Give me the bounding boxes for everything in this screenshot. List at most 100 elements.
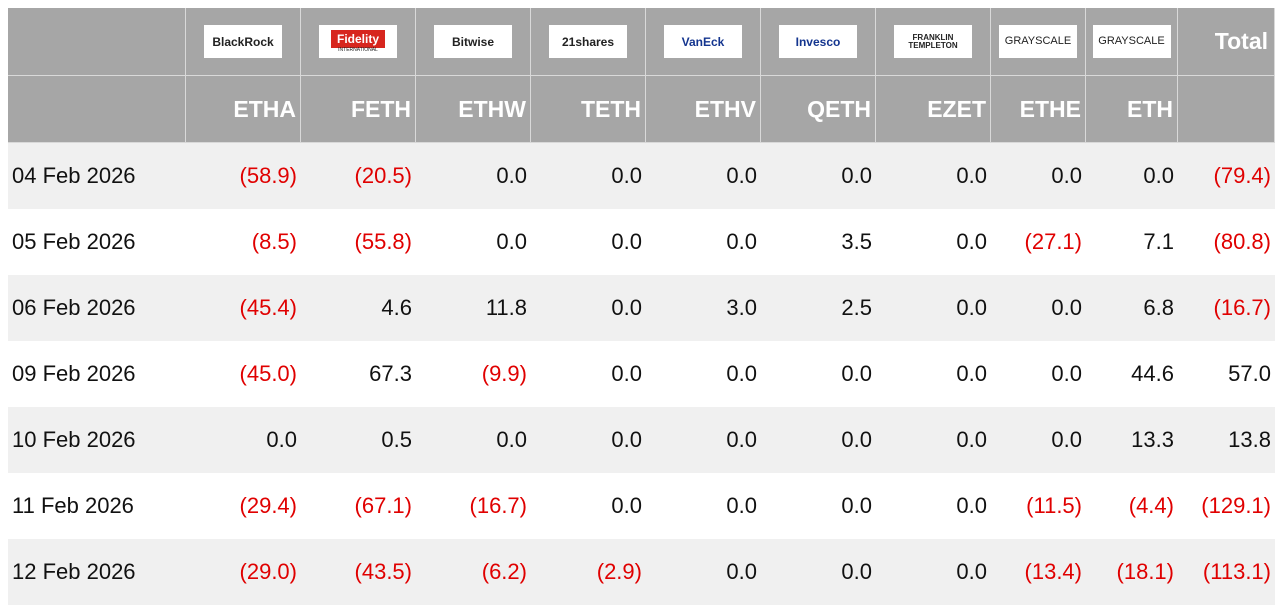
logo-cell: GRAYSCALE — [1086, 8, 1178, 76]
value-cell: (9.9) — [481, 361, 527, 386]
value-cell: (2.9) — [596, 559, 642, 584]
logo-sub: INTERNATIONAL — [338, 47, 378, 53]
value-cell: 0.0 — [611, 295, 642, 320]
value-cell: 0.0 — [611, 493, 642, 518]
value-cell: 0.0 — [1051, 163, 1082, 188]
value-cell: (8.5) — [251, 229, 297, 254]
value-cell: 0.0 — [726, 559, 757, 584]
ticker: ETHE — [991, 76, 1086, 143]
table-row — [8, 275, 1275, 341]
table-row — [8, 473, 1275, 539]
ticker: FETH — [301, 76, 416, 143]
value-cell: (129.1) — [1201, 493, 1271, 518]
value-cell: 0.0 — [841, 361, 872, 386]
value-cell: (6.2) — [481, 559, 527, 584]
logo-cell: 21shares — [531, 8, 646, 76]
value-cell: (16.7) — [469, 493, 527, 518]
logo-name: Bitwise — [451, 34, 494, 49]
table-row — [8, 539, 1275, 605]
value-cell: 0.0 — [1143, 163, 1174, 188]
value-cell: 0.0 — [841, 493, 872, 518]
value-cell: (18.1) — [1116, 559, 1174, 584]
value-cell: (80.8) — [1213, 229, 1271, 254]
value-cell: (4.4) — [1128, 493, 1174, 518]
ticker: ETH — [1086, 76, 1178, 143]
value-cell: 0.0 — [956, 559, 987, 584]
value-cell: 0.0 — [956, 295, 987, 320]
value-cell: (45.4) — [239, 295, 297, 320]
logo-name: GRAYSCALE — [1098, 35, 1165, 47]
value-cell: 11.8 — [485, 295, 527, 320]
value-cell: 44.6 — [1131, 361, 1174, 386]
ticker: EZET — [876, 76, 991, 143]
logo: Invesco — [779, 25, 857, 58]
logo: BlackRock — [204, 25, 282, 58]
value-cell: 0.0 — [611, 229, 642, 254]
value-cell: 0.0 — [266, 427, 297, 452]
value-cell: 57.0 — [1228, 361, 1271, 386]
value-cell: (29.0) — [239, 559, 297, 584]
logo-cell: BlackRock — [186, 8, 301, 76]
ticker: ETHW — [416, 76, 531, 143]
ticker: ETHA — [186, 76, 301, 143]
logo: Bitwise — [434, 25, 512, 58]
logo-cell: GRAYSCALE — [991, 8, 1086, 76]
ticker: ETHV — [646, 76, 761, 143]
value-cell: 0.0 — [956, 229, 987, 254]
value-cell: 0.0 — [956, 361, 987, 386]
date-cell: 11 Feb 2026 — [12, 493, 134, 518]
value-cell: 3.5 — [841, 229, 872, 254]
value-cell: (67.1) — [354, 493, 412, 518]
header-blank — [1178, 76, 1275, 143]
logo-cell: VanEck — [646, 8, 761, 76]
value-cell: 4.6 — [381, 295, 412, 320]
date-cell: 12 Feb 2026 — [12, 559, 136, 584]
value-cell: 0.0 — [496, 229, 527, 254]
value-cell: 0.0 — [496, 163, 527, 188]
table-row — [8, 209, 1275, 275]
value-cell: (55.8) — [354, 229, 412, 254]
value-cell: (43.5) — [354, 559, 412, 584]
value-cell: 0.0 — [956, 493, 987, 518]
value-cell: 0.0 — [956, 427, 987, 452]
value-cell: 0.0 — [726, 229, 757, 254]
logo-name: BlackRock — [212, 34, 274, 49]
logo-name: Fidelity — [330, 30, 385, 48]
value-cell: 2.5 — [841, 295, 872, 320]
value-cell: 0.0 — [726, 163, 757, 188]
logo-name: Invesco — [795, 34, 841, 49]
value-cell: 0.0 — [726, 361, 757, 386]
value-cell: 67.3 — [369, 361, 412, 386]
value-cell: 13.8 — [1228, 427, 1271, 452]
value-cell: 6.8 — [1143, 295, 1174, 320]
value-cell: 0.0 — [1051, 295, 1082, 320]
value-cell: 0.0 — [726, 493, 757, 518]
logo-name: 21shares — [561, 34, 615, 49]
value-cell: 0.0 — [841, 559, 872, 584]
value-cell: 0.0 — [496, 427, 527, 452]
logo-cell: Bitwise — [416, 8, 531, 76]
value-cell: 0.0 — [611, 427, 642, 452]
value-cell: (11.5) — [1026, 493, 1082, 518]
date-cell: 09 Feb 2026 — [12, 361, 136, 386]
value-cell: (58.9) — [239, 163, 297, 188]
value-cell: 3.0 — [726, 295, 757, 320]
logo-cell: Fidelity INTERNATIONAL — [301, 8, 416, 76]
value-cell: 0.0 — [841, 163, 872, 188]
value-cell: (16.7) — [1213, 295, 1271, 320]
value-cell: 0.0 — [1051, 361, 1082, 386]
date-cell: 10 Feb 2026 — [12, 427, 136, 452]
value-cell: (20.5) — [354, 163, 412, 188]
logo-name: FRANKLIN TEMPLETON — [908, 32, 958, 50]
logo: Fidelity INTERNATIONAL — [319, 25, 397, 58]
value-cell: (13.4) — [1024, 559, 1082, 584]
value-cell: 0.0 — [956, 163, 987, 188]
logo: 21shares — [549, 25, 627, 58]
logo: GRAYSCALE — [1092, 25, 1171, 58]
table-row — [8, 341, 1275, 407]
date-cell: 04 Feb 2026 — [12, 163, 136, 188]
logo: FRANKLIN TEMPLETON — [894, 25, 972, 58]
value-cell: 0.5 — [381, 427, 412, 452]
ticker: TETH — [531, 76, 646, 143]
